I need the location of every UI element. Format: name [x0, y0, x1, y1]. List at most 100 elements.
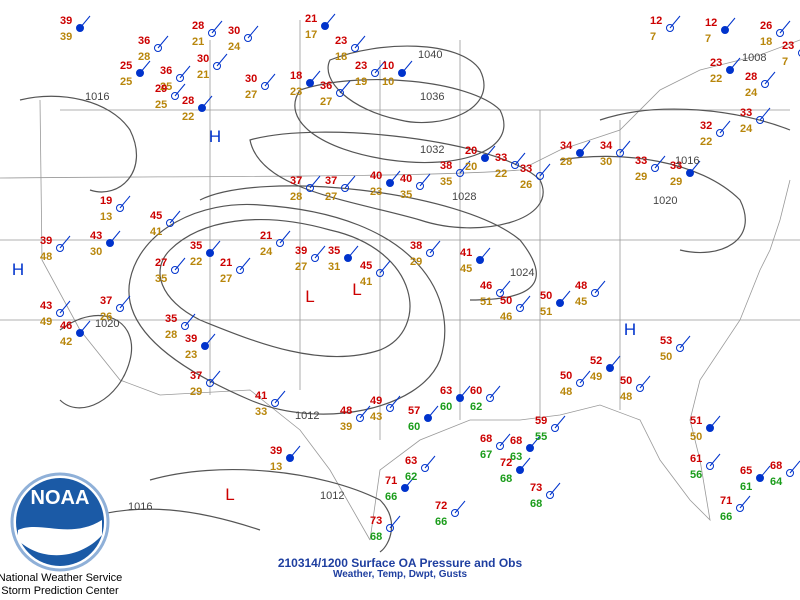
temperature: 63 — [405, 455, 417, 467]
dewpoint: 31 — [328, 261, 340, 273]
temperature: 12 — [705, 17, 717, 29]
temperature: 23 — [335, 35, 347, 47]
wind-barb — [79, 320, 91, 334]
dewpoint: 42 — [60, 336, 72, 348]
temperature: 50 — [560, 370, 572, 382]
station-marker — [636, 384, 644, 392]
temperature: 25 — [120, 60, 132, 72]
dewpoint: 20 — [465, 161, 477, 173]
station-marker — [351, 44, 359, 52]
dewpoint: 63 — [510, 451, 522, 463]
station-marker — [786, 469, 794, 477]
temperature: 28 — [745, 71, 757, 83]
wind-barb — [209, 240, 221, 254]
dewpoint: 27 — [320, 96, 332, 108]
isobar-label: 1016 — [85, 91, 109, 103]
station-marker — [761, 80, 769, 88]
wind-barb — [389, 395, 401, 409]
dewpoint: 35 — [155, 273, 167, 285]
dewpoint: 41 — [150, 226, 162, 238]
temperature: 23 — [782, 40, 794, 52]
dewpoint: 68 — [500, 473, 512, 485]
temperature: 19 — [100, 195, 112, 207]
station-marker — [376, 269, 384, 277]
dewpoint: 64 — [770, 476, 783, 488]
temperature: 48 — [575, 280, 587, 292]
dewpoint: 25 — [120, 76, 132, 88]
station-marker — [171, 92, 179, 100]
wind-barb — [689, 160, 701, 174]
dewpoint: 10 — [382, 76, 394, 88]
temperature: 63 — [440, 385, 452, 397]
temperature: 68 — [510, 435, 522, 447]
wind-barb — [211, 20, 223, 34]
station-marker — [651, 164, 659, 172]
wind-barb — [179, 65, 191, 79]
temperature: 27 — [155, 257, 167, 269]
wind-barb — [309, 175, 321, 189]
wind-barb — [709, 453, 721, 467]
dewpoint: 23 — [290, 86, 302, 98]
dewpoint: 22 — [700, 136, 712, 148]
station-marker — [456, 169, 464, 177]
dewpoint: 56 — [690, 469, 702, 481]
temperature: 12 — [650, 15, 662, 27]
station-marker — [276, 239, 284, 247]
wind-barb — [759, 107, 771, 121]
station-marker — [756, 116, 764, 124]
wind-barb — [424, 455, 436, 469]
wind-barb — [459, 160, 471, 174]
station-marker — [486, 394, 494, 402]
dewpoint: 30 — [600, 156, 612, 168]
station-marker — [116, 204, 124, 212]
dewpoint: 13 — [270, 461, 282, 473]
temperature: 68 — [770, 460, 782, 472]
wind-barb — [79, 15, 91, 29]
isobar-label: 1012 — [295, 410, 319, 422]
wind-barb — [264, 73, 276, 87]
station-marker — [496, 442, 504, 450]
dewpoint: 68 — [370, 531, 382, 543]
dewpoint: 29 — [190, 386, 202, 398]
wind-barb — [157, 35, 169, 49]
dewpoint: 27 — [245, 89, 257, 101]
dewpoint: 49 — [40, 316, 52, 328]
station-marker — [176, 74, 184, 82]
wind-barb — [419, 173, 431, 187]
dewpoint: 41 — [360, 276, 372, 288]
dewpoint: 48 — [620, 391, 632, 403]
wind-barb — [401, 60, 413, 74]
dewpoint: 21 — [192, 36, 204, 48]
dewpoint: 17 — [305, 29, 317, 41]
isobar-label: 1020 — [95, 318, 119, 330]
wind-barb — [109, 230, 121, 244]
temperature: 23 — [355, 60, 367, 72]
wind-barb — [559, 290, 571, 304]
dewpoint: 7 — [650, 31, 656, 43]
temperature: 34 — [560, 140, 573, 152]
isobar-label: 1012 — [320, 490, 344, 502]
station-marker — [706, 462, 714, 470]
dewpoint: 66 — [385, 491, 397, 503]
dewpoint: 68 — [530, 498, 542, 510]
map-background — [0, 0, 800, 552]
wind-barb — [709, 415, 721, 429]
wind-barb — [514, 152, 526, 166]
dewpoint: 22 — [710, 73, 722, 85]
dewpoint: 19 — [355, 76, 367, 88]
dewpoint: 28 — [560, 156, 572, 168]
dewpoint: 26 — [520, 179, 532, 191]
temperature: 26 — [760, 20, 772, 32]
temperature: 48 — [340, 405, 352, 417]
wind-barb — [309, 70, 321, 84]
isobar-label: 1040 — [418, 49, 442, 61]
station-marker — [181, 322, 189, 330]
dewpoint: 62 — [405, 471, 417, 483]
temperature: 38 — [440, 160, 452, 172]
station-marker — [776, 29, 784, 37]
station-marker — [736, 504, 744, 512]
station-marker — [261, 82, 269, 90]
dewpoint: 25 — [160, 81, 172, 93]
isobar-label: 1016 — [128, 501, 152, 513]
station-marker — [386, 404, 394, 412]
